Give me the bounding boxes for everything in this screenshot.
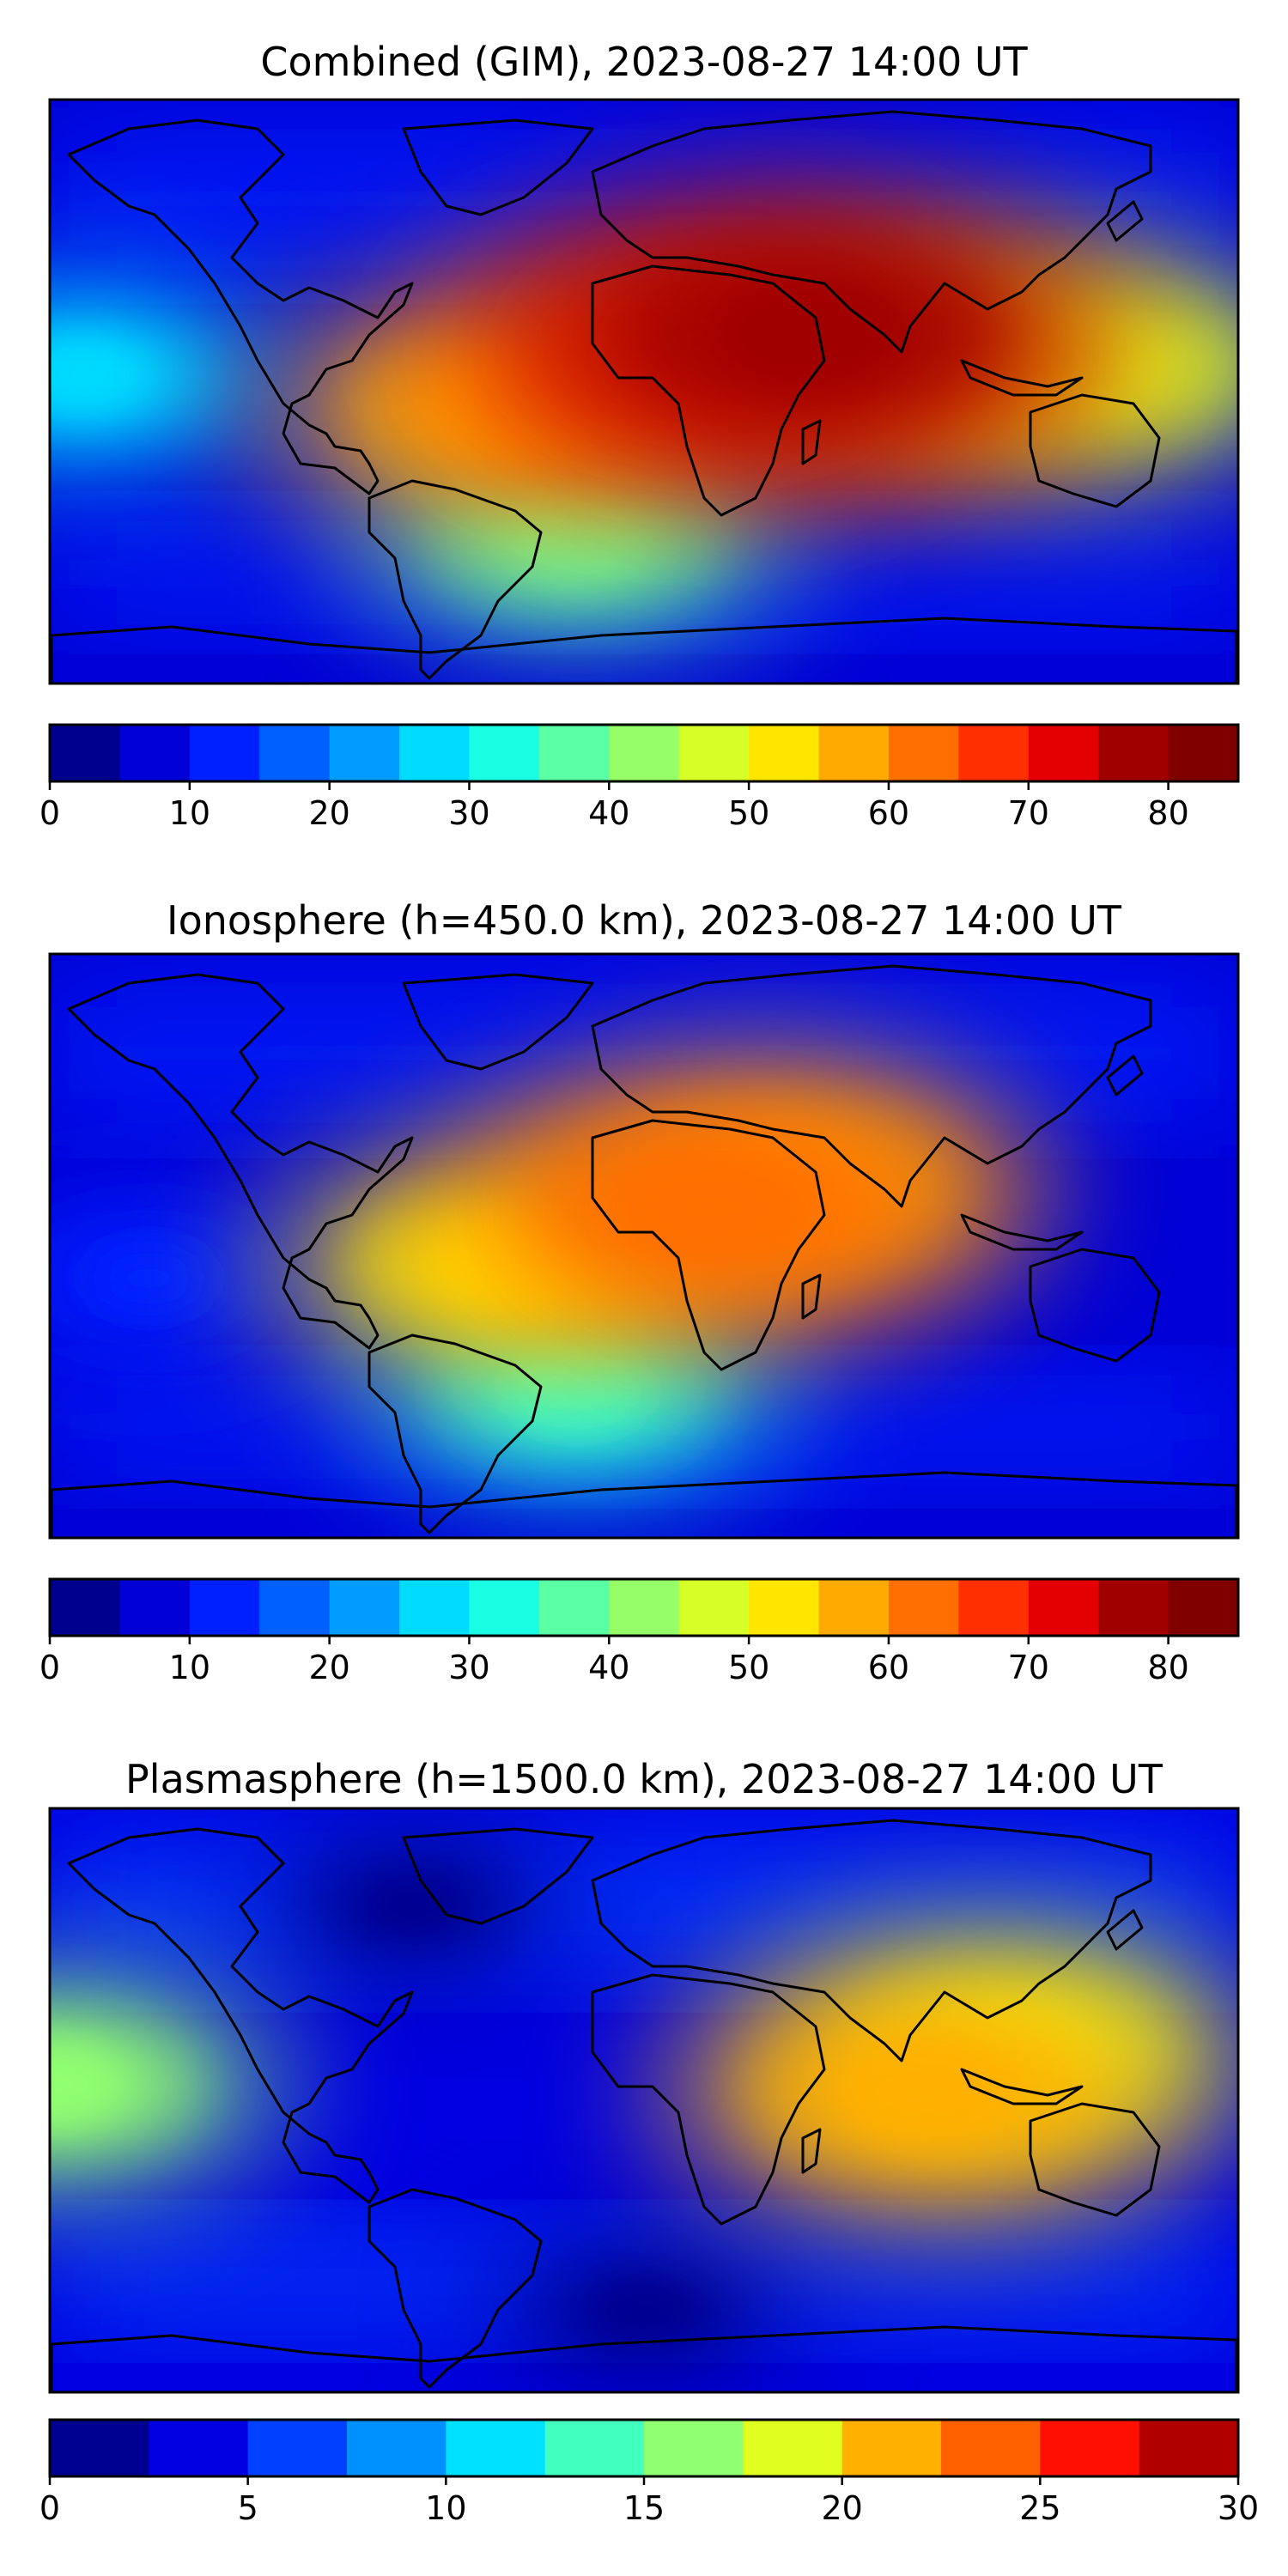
colorbar-segment	[888, 1579, 959, 1636]
colorbar-segment	[259, 1579, 331, 1636]
colorbar-segment	[329, 725, 400, 781]
colorbar-segment	[609, 1579, 680, 1636]
colorbar-tick-label: 30	[448, 794, 489, 832]
colorbar-segment	[818, 1579, 890, 1636]
colorbar-tick-label: 60	[868, 1649, 909, 1686]
colorbar-segment	[50, 1579, 121, 1636]
colorbar-segment	[644, 2420, 744, 2476]
contour-feature	[50, 268, 296, 483]
colorbar-segment	[149, 2420, 249, 2476]
contour-feature	[242, 1820, 584, 1991]
colorbar-tick-label: 70	[1008, 1649, 1049, 1686]
colorbar-frame	[48, 1577, 1240, 1637]
colorbar-segment	[1028, 725, 1099, 781]
colorbar-segment	[119, 725, 191, 781]
colorbar-segment	[469, 725, 540, 781]
colorbar-segment	[538, 725, 610, 781]
colorbar-segment	[841, 2420, 942, 2476]
colorbar-segment	[749, 1579, 820, 1636]
contour-feature	[638, 1951, 1211, 2237]
colorbar-segment	[818, 725, 890, 781]
colorbar-tick-label: 40	[588, 794, 629, 832]
colorbar-tick-label: 20	[308, 1649, 349, 1686]
colorbar-segment	[347, 2420, 447, 2476]
colorbar-tick-label: 50	[728, 1649, 769, 1686]
colorbar-tick-label: 25	[1019, 2489, 1060, 2527]
colorbar-ionosphere: 0 10 20 30 40 50 60 70 80	[39, 1577, 1240, 1686]
colorbar-segment	[1040, 2420, 1140, 2476]
colorbar-tick-label: 10	[169, 1649, 210, 1686]
colorbar-segment	[678, 725, 750, 781]
colorbar-segment	[538, 1579, 610, 1636]
colorbar-segment	[1098, 725, 1170, 781]
colorbar-segment	[259, 725, 331, 781]
colorbar-tick-label: 5	[238, 2489, 258, 2527]
colorbar-segment	[958, 1579, 1030, 1636]
colorbar-tick-label: 80	[1147, 1649, 1188, 1686]
colorbar-tick-label: 20	[308, 794, 349, 832]
colorbar-segment	[678, 1579, 750, 1636]
colorbar-segment	[544, 2420, 645, 2476]
colorbar-tick-label: 15	[623, 2489, 665, 2527]
colorbar-segment	[1139, 2420, 1239, 2476]
contour-feature	[473, 2226, 815, 2392]
colorbar-segment	[189, 725, 260, 781]
colorbar-segment	[189, 1579, 260, 1636]
colorbar-segment	[609, 725, 680, 781]
colorbar-segment	[119, 1579, 191, 1636]
map-panel-ionosphere	[50, 954, 1238, 1538]
colorbar-segment	[958, 725, 1030, 781]
map-panel-combined	[50, 100, 1238, 683]
colorbar-segment	[1168, 725, 1239, 781]
colorbar-tick-label: 40	[588, 1649, 629, 1686]
colorbar-segment	[446, 2420, 546, 2476]
map-frame-combined	[48, 98, 1240, 685]
colorbar-segment	[743, 2420, 843, 2476]
colorbar-segment	[749, 725, 820, 781]
contour-feature	[50, 1957, 303, 2211]
colorbar-combined: 0 10 20 30 40 50 60 70 80	[39, 723, 1240, 832]
chart-title-plasmasphere: Plasmasphere (h=1500.0 km), 2023-08-27 1…	[125, 1756, 1163, 1802]
chart-title-ionosphere: Ionosphere (h=450.0 km), 2023-08-27 14:0…	[167, 897, 1121, 944]
colorbar-plasmasphere: 0 5 10 15 20 25 30	[39, 2418, 1259, 2527]
colorbar-segment	[941, 2420, 1041, 2476]
chart-title-combined: Combined (GIM), 2023-08-27 14:00 UT	[260, 39, 1028, 85]
colorbar-tick-label: 0	[39, 2489, 60, 2527]
colorbar-tick-label: 50	[728, 794, 769, 832]
colorbar-tick-label: 20	[821, 2489, 862, 2527]
contour-feature	[493, 174, 1126, 492]
colorbar-tick-label: 0	[39, 794, 60, 832]
colorbar-segment	[1098, 1579, 1170, 1636]
colorbar-tick-label: 80	[1147, 794, 1188, 832]
contour-feature	[424, 1064, 995, 1350]
colorbar-tick-label: 10	[169, 794, 210, 832]
colorbar-segment	[50, 2420, 149, 2476]
colorbar-segment	[329, 1579, 400, 1636]
colorbar-tick-label: 70	[1008, 794, 1049, 832]
colorbar-segment	[1168, 1579, 1239, 1636]
colorbar-segment	[469, 1579, 540, 1636]
colorbar-tick-label: 30	[1218, 2489, 1259, 2527]
colorbar-frame	[48, 723, 1240, 783]
colorbar-tick-label: 0	[39, 1649, 60, 1686]
colorbar-segment	[888, 725, 959, 781]
colorbar-segment	[399, 1579, 471, 1636]
colorbar-segment	[247, 2420, 348, 2476]
colorbar-segment	[399, 725, 471, 781]
colorbar-tick-label: 60	[868, 794, 909, 832]
colorbar-segment	[50, 725, 121, 781]
colorbar-segment	[1028, 1579, 1099, 1636]
map-frame-ionosphere	[48, 952, 1240, 1540]
colorbar-tick-label: 10	[425, 2489, 466, 2527]
map-panel-plasmasphere	[50, 1808, 1238, 2392]
colorbar-tick-label: 30	[448, 1649, 489, 1686]
map-frame-plasmasphere	[48, 1807, 1240, 2394]
